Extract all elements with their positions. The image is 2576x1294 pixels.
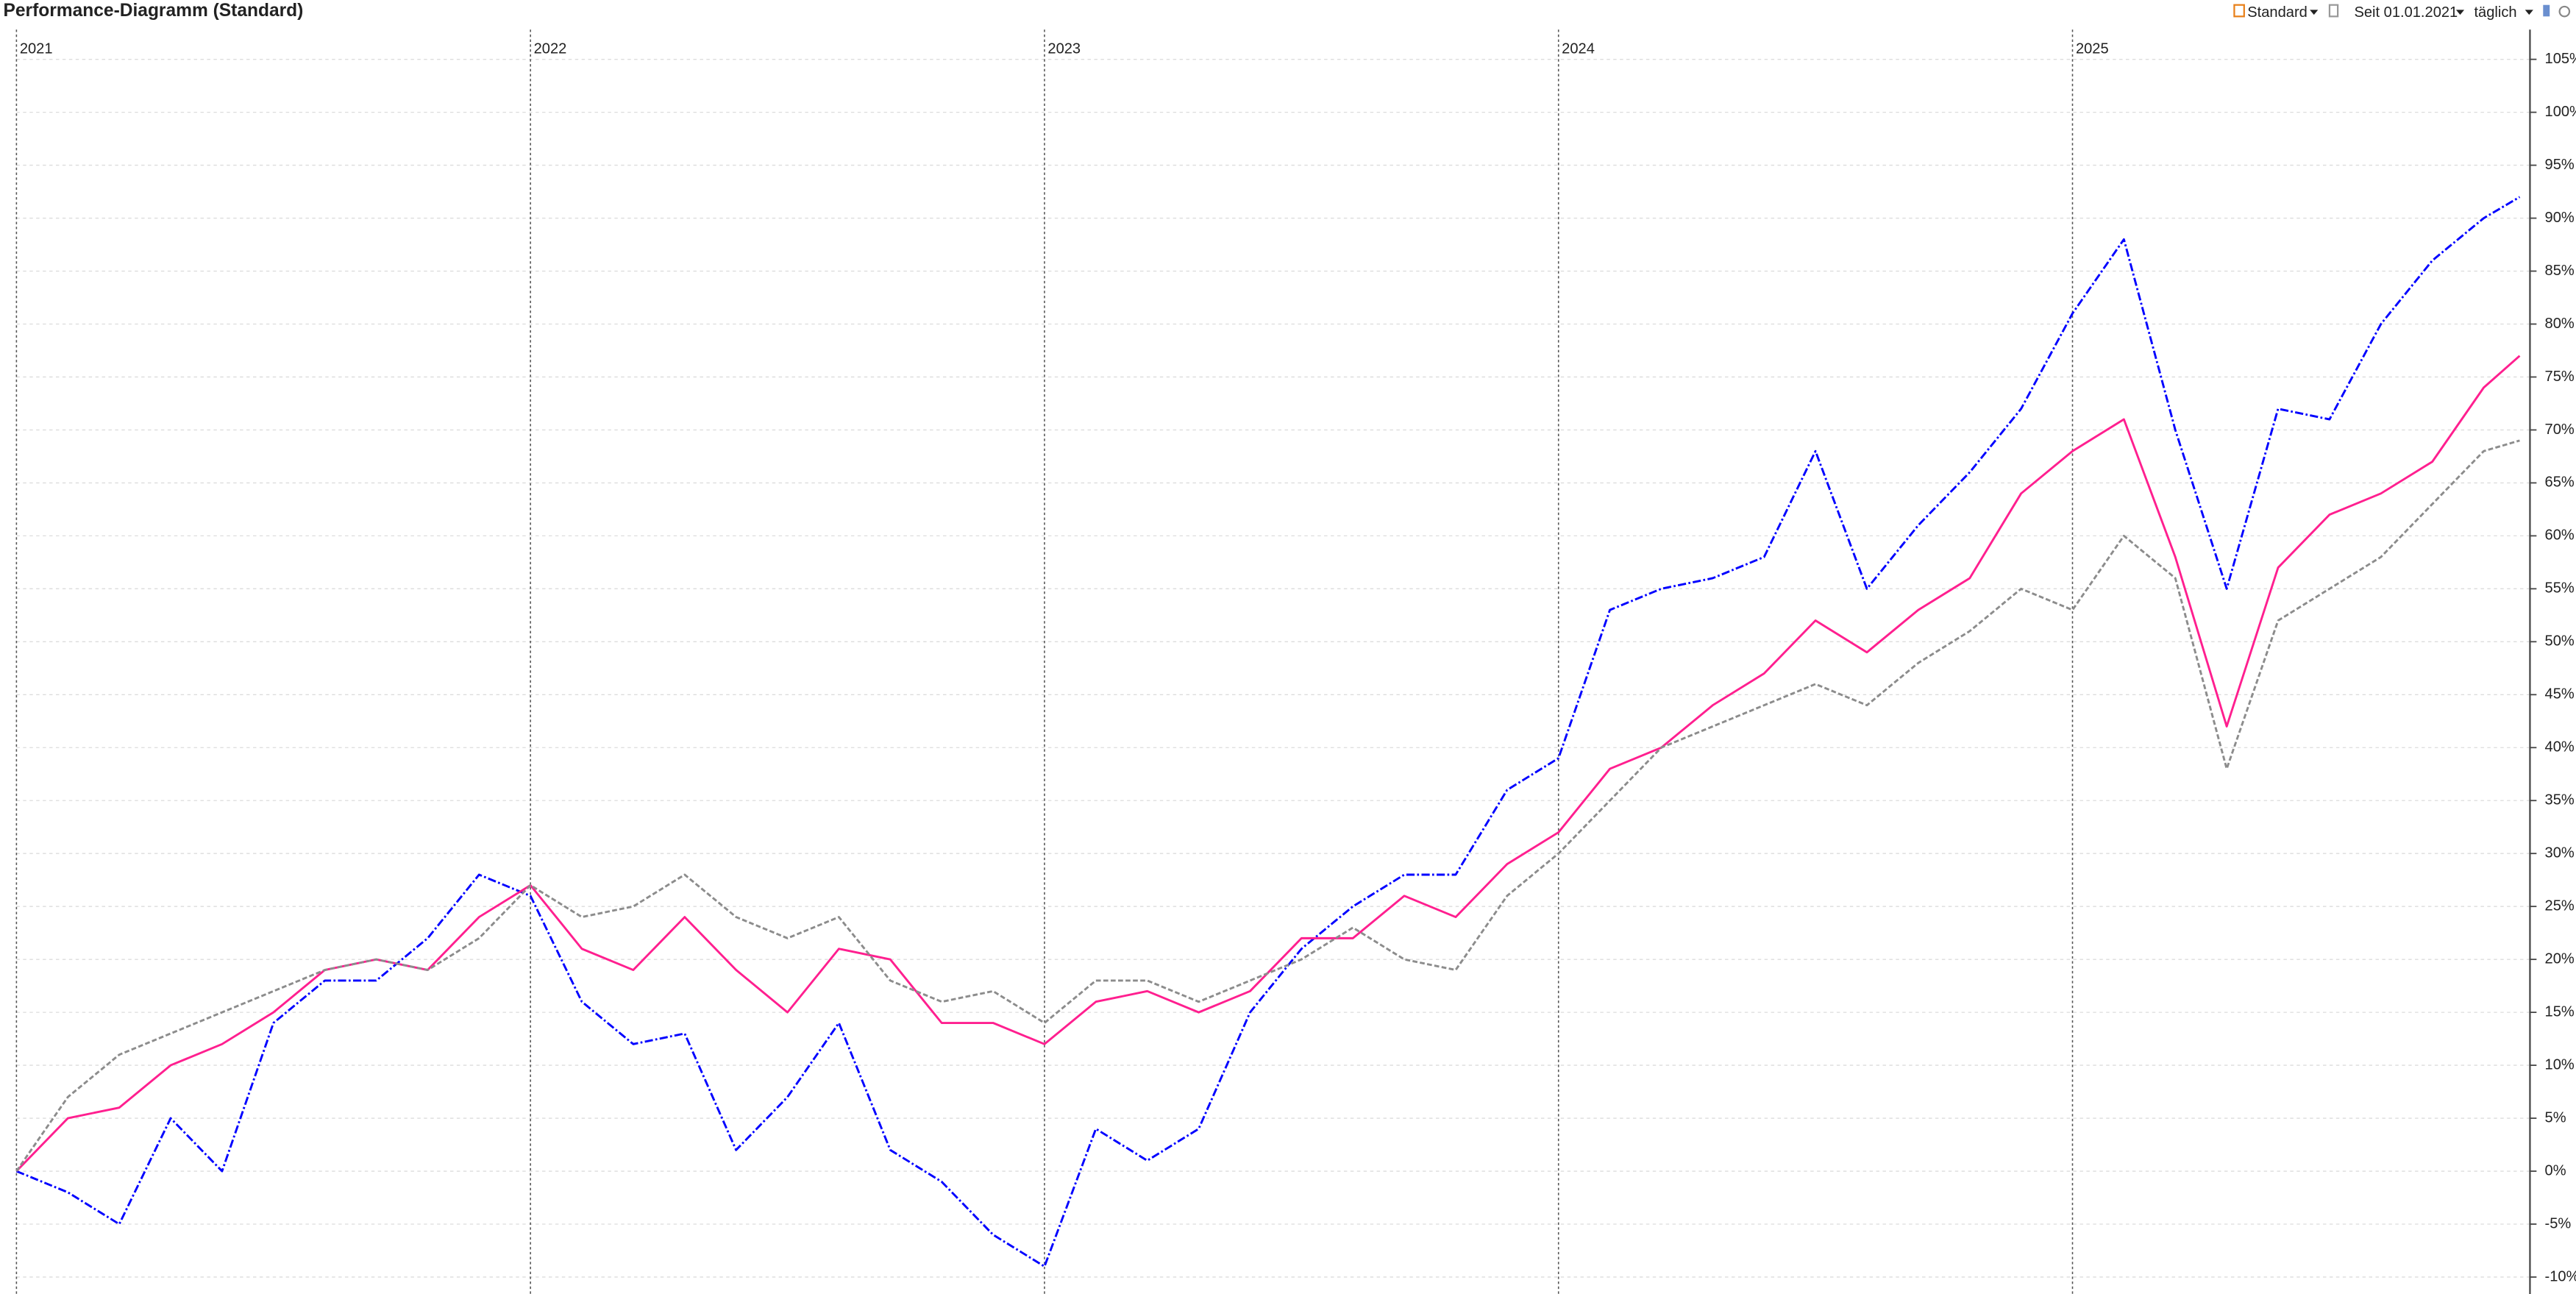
y-tick-label: 100% bbox=[2545, 104, 2576, 120]
y-tick-label: 20% bbox=[2545, 950, 2575, 967]
chart-title: Performance-Diagramm (Standard) bbox=[4, 1, 304, 21]
y-tick-label: 50% bbox=[2545, 633, 2575, 650]
view-icon[interactable] bbox=[2233, 4, 2245, 18]
interval-select[interactable]: täglich bbox=[2474, 4, 2516, 21]
y-tick-label: 60% bbox=[2545, 527, 2575, 544]
range-select[interactable]: Seit 01.01.2021 bbox=[2354, 4, 2458, 21]
series-line bbox=[15, 439, 2520, 1172]
dropdown-arrow[interactable] bbox=[2525, 10, 2533, 15]
y-tick-label: 0% bbox=[2545, 1162, 2566, 1179]
calendar-icon[interactable] bbox=[2328, 4, 2339, 18]
y-tick-label: 75% bbox=[2545, 369, 2575, 385]
y-tick-label: 40% bbox=[2545, 739, 2575, 756]
series-line bbox=[15, 196, 2521, 1268]
series-line bbox=[15, 355, 2521, 1173]
view-select[interactable]: Standard bbox=[2247, 4, 2308, 21]
y-tick-label: 85% bbox=[2545, 263, 2575, 279]
y-tick-label: 35% bbox=[2545, 792, 2575, 808]
x-tick-label: 2021 bbox=[20, 40, 53, 57]
x-tick-label: 2023 bbox=[1047, 40, 1081, 57]
y-tick-label: 95% bbox=[2545, 157, 2575, 173]
y-tick-label: 10% bbox=[2545, 1056, 2575, 1073]
y-tick-label: 25% bbox=[2545, 897, 2575, 914]
y-tick-label: 15% bbox=[2545, 1003, 2575, 1020]
export-icon[interactable] bbox=[2543, 4, 2550, 17]
x-tick-label: 2022 bbox=[534, 40, 567, 57]
x-tick-label: 2025 bbox=[2076, 40, 2109, 57]
y-tick-label: 65% bbox=[2545, 474, 2575, 491]
y-tick-label: 80% bbox=[2545, 316, 2575, 332]
x-tick-label: 2024 bbox=[1562, 40, 1595, 57]
y-tick-label: -10% bbox=[2545, 1268, 2576, 1284]
y-tick-label: 90% bbox=[2545, 210, 2575, 226]
y-tick-label: 45% bbox=[2545, 686, 2575, 703]
settings-icon[interactable] bbox=[2558, 5, 2571, 18]
dropdown-arrow[interactable] bbox=[2455, 10, 2465, 15]
y-tick-label: 30% bbox=[2545, 845, 2575, 861]
y-tick-label: -5% bbox=[2545, 1215, 2572, 1231]
y-tick-label: 5% bbox=[2545, 1109, 2566, 1126]
y-tick-label: 55% bbox=[2545, 580, 2575, 597]
y-tick-label: 105% bbox=[2545, 51, 2576, 67]
y-tick-label: 70% bbox=[2545, 422, 2575, 438]
dropdown-arrow[interactable] bbox=[2310, 10, 2319, 15]
